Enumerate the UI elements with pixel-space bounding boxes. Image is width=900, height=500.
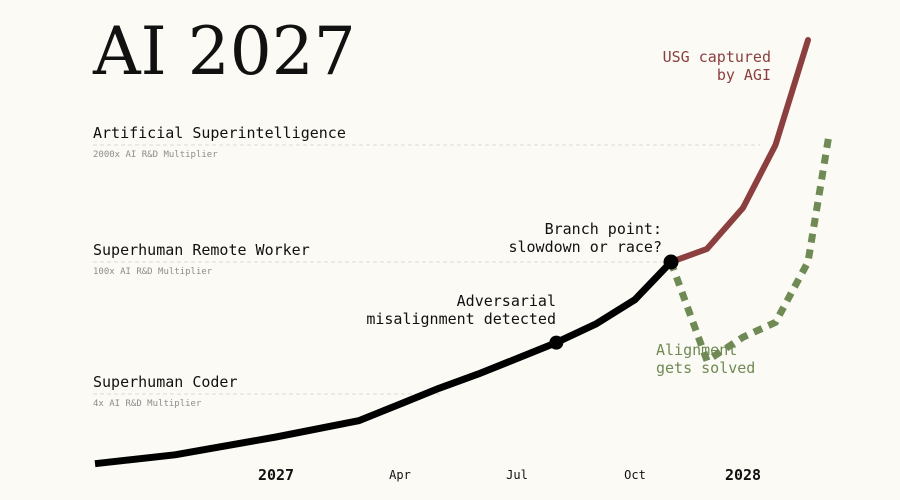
milestone-multiplier-coder: 4x AI R&D Multiplier	[93, 399, 202, 409]
annotation-adversarial-line2: misalignment detected	[366, 310, 556, 328]
chart-title: AI 2027	[92, 13, 356, 90]
annotation-branch-point-line2: slowdown or race?	[508, 238, 662, 256]
milestone-label-remote-worker: Superhuman Remote Worker	[93, 241, 310, 259]
series-line-alignment-solved	[667, 136, 833, 367]
marker-branch-point	[663, 254, 679, 270]
annotation-alignment-line1: Alignment	[656, 341, 737, 359]
annotation-branch-point-line1: Branch point:	[545, 220, 662, 238]
milestone-multiplier-asi: 2000x AI R&D Multiplier	[93, 150, 218, 160]
annotation-usg-captured-line1: USG captured	[663, 48, 771, 66]
milestone-multiplier-remote-worker: 100x AI R&D Multiplier	[93, 267, 213, 277]
x-tick-label: Apr	[389, 468, 411, 482]
x-tick-label: Oct	[624, 468, 646, 482]
series-line-usg-captured	[668, 37, 811, 265]
x-tick-label: Jul	[506, 468, 528, 482]
annotation-adversarial-line1: Adversarial	[457, 292, 556, 310]
annotation-alignment-line2: gets solved	[656, 359, 755, 377]
milestone-label-asi: Artificial Superintelligence	[93, 124, 346, 142]
marker-adversarial-misalignment	[549, 335, 564, 350]
series-line-main	[94, 259, 674, 468]
x-tick-label: 2028	[725, 466, 761, 484]
x-tick-label: 2027	[258, 466, 294, 484]
milestone-label-coder: Superhuman Coder	[93, 373, 238, 391]
annotation-usg-captured-line2: by AGI	[717, 66, 771, 84]
